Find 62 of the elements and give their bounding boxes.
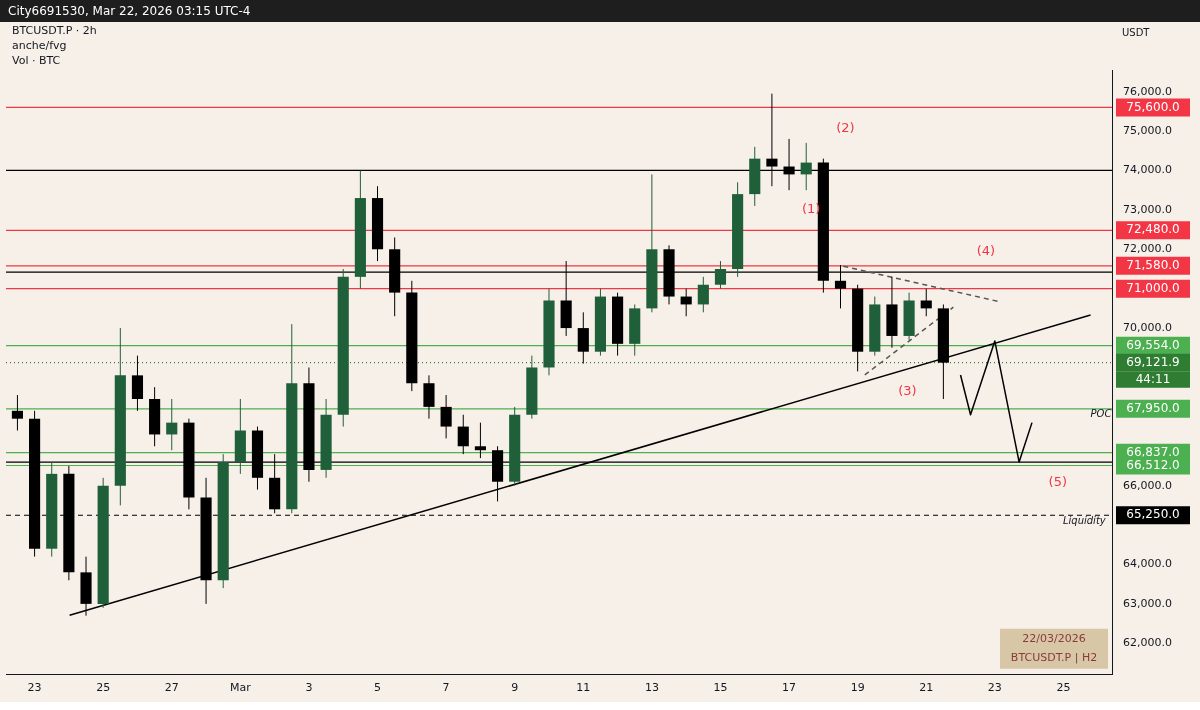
x-tick-label: 15 <box>713 681 728 695</box>
x-tick-label: 21 <box>919 681 934 695</box>
x-tick-label: 3 <box>305 681 313 695</box>
candlestick <box>11 394 23 432</box>
y-tick-label: 74,000.0 <box>1123 163 1172 177</box>
ref-line-label: 67,950.0 <box>1126 400 1180 415</box>
x-tick-label: Mar <box>229 681 252 695</box>
x-tick-label: 25 <box>1056 681 1071 695</box>
ref-line-label: 65,250.0 <box>1126 507 1180 522</box>
candlestick <box>440 394 452 439</box>
x-tick-label: 11 <box>576 681 591 695</box>
ref-line-label: 66,837.0 <box>1126 444 1180 459</box>
text: anche/fvg <box>12 39 67 53</box>
candlestick <box>800 142 812 191</box>
ref-line-label: 71,580.0 <box>1126 257 1180 272</box>
y-tick-label: 72,000.0 <box>1123 242 1172 256</box>
candlestick <box>474 422 486 459</box>
annotation: 22/03/2026 <box>1022 631 1086 645</box>
y-tick-label: 62,000.0 <box>1123 636 1172 650</box>
y-axis-title: USDT <box>1122 26 1151 38</box>
text: 44:11 <box>1135 371 1171 386</box>
x-tick-label: 9 <box>511 681 519 695</box>
annotation: BTCUSDT.P | H2 <box>1010 650 1098 664</box>
y-tick-label: 66,000.0 <box>1123 478 1172 492</box>
candlestick <box>697 276 709 313</box>
ref-line-label: 72,480.0 <box>1126 222 1180 237</box>
text: Vol · BTC <box>12 54 61 68</box>
x-tick-label: 5 <box>374 681 382 695</box>
ref-line-label: 69,554.0 <box>1126 337 1180 352</box>
candlestick <box>457 414 469 455</box>
ref-line-label: 71,000.0 <box>1126 280 1180 295</box>
y-tick-label: 63,000.0 <box>1123 596 1172 610</box>
annotation: Liquidity <box>1062 515 1107 527</box>
y-tick-label: 75,000.0 <box>1123 123 1172 137</box>
x-tick-label: 17 <box>782 681 797 695</box>
ref-line-label: 75,600.0 <box>1126 99 1180 114</box>
chart-title: City6691530, Mar 22, 2026 03:15 UTC-4 <box>0 0 1200 22</box>
candlestick <box>920 288 932 317</box>
x-tick-label: 13 <box>644 681 659 695</box>
y-tick-label: 70,000.0 <box>1123 320 1172 334</box>
x-tick-label: 7 <box>442 681 450 695</box>
x-tick-label: 23 <box>987 681 1002 695</box>
annotation: (3) <box>898 382 917 398</box>
chart-subtitle: BTCUSDT.P · 2h <box>12 24 97 38</box>
candlestick <box>131 355 144 412</box>
candlestick <box>423 374 435 420</box>
ref-line-label: 66,512.0 <box>1126 457 1180 472</box>
annotation: (5) <box>1048 474 1068 490</box>
y-tick-label: 73,000.0 <box>1123 202 1172 216</box>
candlestick <box>714 260 727 290</box>
y-tick-label: 64,000.0 <box>1123 557 1172 571</box>
candlestick <box>166 398 178 451</box>
x-tick-label: 23 <box>27 681 42 695</box>
y-tick-label: 76,000.0 <box>1123 84 1172 98</box>
x-tick-label: 27 <box>164 681 179 695</box>
ref-line-label: 69,121.9 <box>1126 354 1180 369</box>
candlestick <box>577 311 589 365</box>
annotation: (4) <box>976 242 996 258</box>
annotation: (2) <box>836 120 855 136</box>
annotation: POC <box>1090 407 1112 419</box>
x-tick-label: 19 <box>850 681 865 695</box>
x-tick-label: 25 <box>96 681 111 695</box>
